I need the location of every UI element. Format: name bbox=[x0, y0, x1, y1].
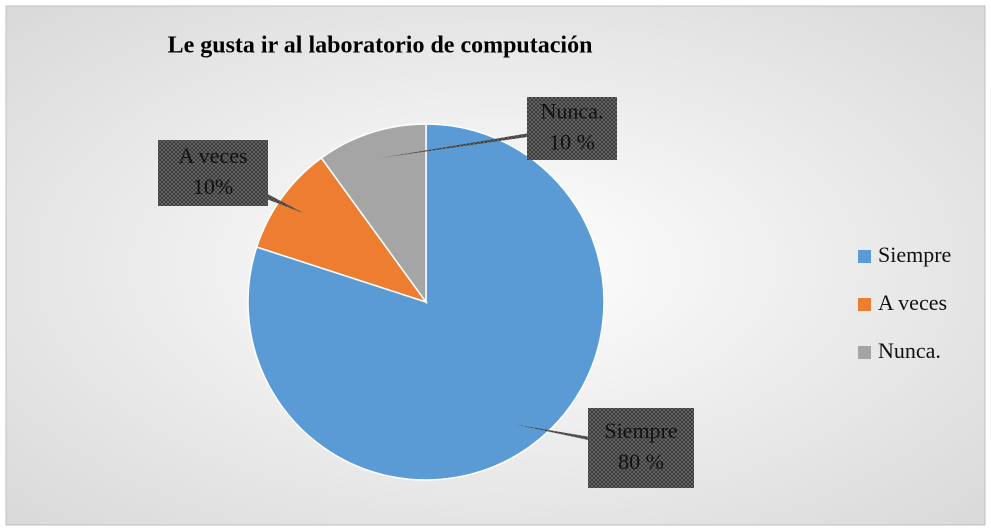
legend-swatch bbox=[858, 250, 871, 263]
data-label-category: Nunca. bbox=[541, 99, 604, 124]
legend-label: A veces bbox=[878, 290, 947, 315]
chart-title: Le gusta ir al laboratorio de computació… bbox=[168, 33, 593, 59]
data-label-value: 80 % bbox=[618, 449, 664, 474]
data-label-category: A veces bbox=[178, 143, 247, 168]
pie-slice bbox=[320, 123, 427, 305]
pie-slice bbox=[247, 123, 605, 481]
data-label-box bbox=[158, 140, 268, 206]
legend-swatch bbox=[858, 346, 871, 359]
pie-slice bbox=[255, 156, 428, 304]
data-label-category: Siempre bbox=[604, 418, 677, 443]
data-label-box bbox=[527, 97, 617, 160]
data-label-value: 10 % bbox=[549, 130, 595, 155]
legend-label: Siempre bbox=[878, 242, 951, 267]
data-label-box bbox=[588, 408, 694, 488]
legend-swatch bbox=[858, 298, 871, 311]
data-label-value: 10% bbox=[193, 174, 233, 199]
legend-label: Nunca. bbox=[878, 338, 941, 363]
